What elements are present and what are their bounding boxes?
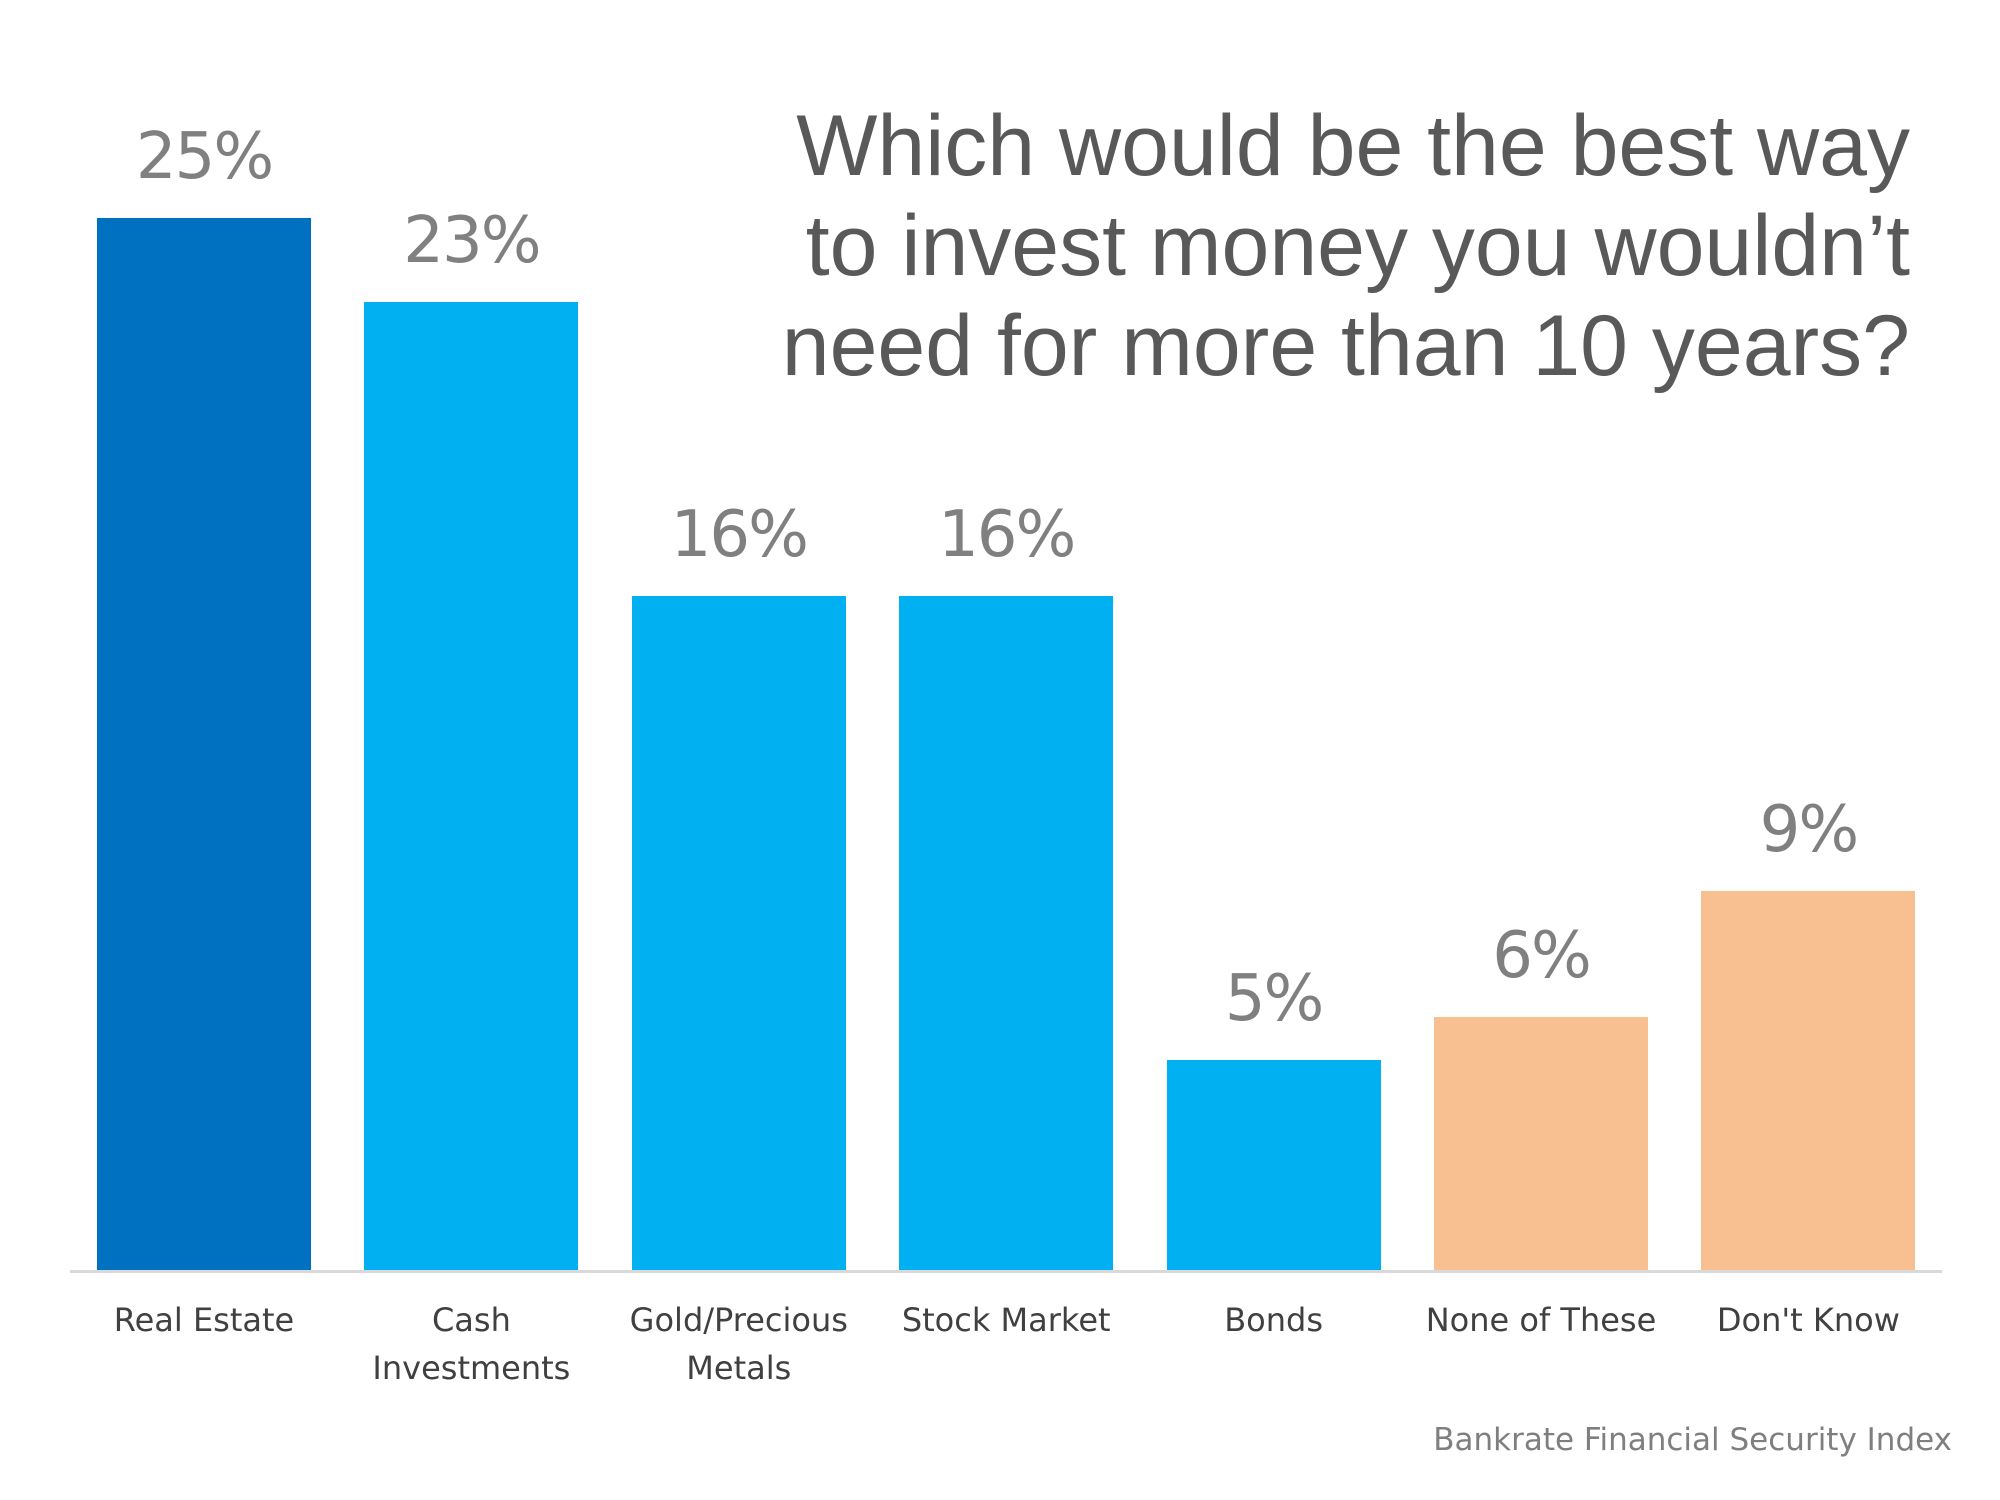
- bar-gold-precious-metals: [631, 596, 846, 1270]
- bar-stock-market: [899, 596, 1114, 1270]
- title-line-1: Which would be the best way: [796, 98, 1910, 194]
- category-label: None of These: [1425, 1301, 1657, 1339]
- source-credit: Bankrate Financial Security Index: [1433, 1422, 1952, 1458]
- category-label: Bonds: [1224, 1301, 1323, 1339]
- bar-cash-investments: [364, 301, 579, 1270]
- bar-don-t-know: [1701, 891, 1916, 1270]
- category-label: Don't Know: [1716, 1301, 1900, 1339]
- value-label: 16%: [938, 498, 1076, 573]
- value-label: 6%: [1492, 919, 1592, 994]
- bar-bonds: [1166, 1059, 1381, 1270]
- bar-none-of-these: [1434, 1017, 1648, 1270]
- title-line-2: to invest money you wouldn’t: [805, 198, 1910, 294]
- value-label: 9%: [1759, 793, 1860, 868]
- value-label: 25%: [135, 119, 274, 194]
- bar-real-estate: [97, 217, 311, 1270]
- chart-title: Which would be the best way to invest mo…: [780, 96, 1910, 396]
- x-axis-line: [70, 1270, 1942, 1273]
- category-label: Stock Market: [901, 1301, 1111, 1339]
- value-label: 23%: [403, 203, 541, 278]
- category-label: Cash Investments: [372, 1301, 571, 1387]
- value-label: 5%: [1224, 961, 1325, 1036]
- category-label: Gold/Precious Metals: [629, 1301, 848, 1387]
- category-label: Real Estate: [113, 1301, 295, 1339]
- value-label: 16%: [670, 498, 809, 573]
- title-line-3: need for more than 10 years?: [781, 298, 1910, 394]
